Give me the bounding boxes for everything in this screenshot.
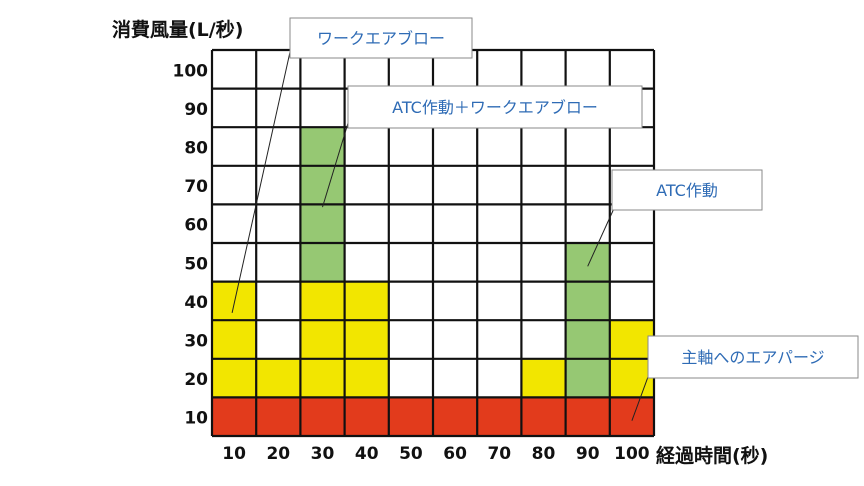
cell-work-air-blow: [609, 358, 654, 398]
cell-spindle-purge: [344, 397, 389, 436]
y-axis-label: 消費風量(L/秒): [112, 18, 243, 41]
cell-spindle-purge: [256, 397, 301, 436]
x-tick-label: 20: [266, 444, 290, 464]
cell-work-air-blow: [212, 358, 257, 398]
cell-spindle-purge: [300, 397, 345, 436]
callout-leader-line: [322, 109, 353, 208]
cell-work-air-blow: [344, 320, 389, 359]
x-tick-label: 70: [487, 444, 511, 464]
y-tick-label: 20: [184, 370, 208, 390]
cell-spindle-purge: [477, 397, 522, 436]
cell-work-air-blow: [212, 320, 257, 359]
cell-work-air-blow: [300, 281, 345, 321]
callout-leader-line: [231, 33, 295, 314]
cell-work-air-blow: [344, 281, 389, 321]
y-tick-label: 30: [184, 332, 208, 352]
cell-work-air-blow: [256, 358, 301, 398]
cell-atc: [565, 243, 610, 282]
x-tick-label: 90: [576, 444, 600, 464]
cell-atc: [565, 320, 610, 359]
cell-work-air-blow: [344, 358, 389, 398]
y-tick-label: 100: [173, 61, 209, 81]
y-tick-label: 10: [184, 409, 208, 429]
cell-work-air-blow: [521, 358, 566, 398]
y-tick-label: 90: [184, 100, 208, 120]
callout-text: 主軸へのエアパージ: [681, 348, 824, 367]
cell-atc: [300, 243, 345, 282]
callout-box: [289, 17, 473, 59]
cells-layer: [212, 127, 654, 436]
callout-box: [647, 335, 859, 379]
ticks: 100 90 80 70 60 50 40 30 20 10 10 20 30 40 50 60 70 80 90 1…: [173, 61, 650, 464]
y-tick-label: 60: [184, 216, 208, 236]
x-tick-label: 60: [443, 444, 467, 464]
callout-leader-line: [587, 203, 617, 267]
cell-work-air-blow: [212, 281, 257, 321]
x-tick-label: 100: [614, 444, 650, 464]
cell-spindle-purge: [609, 397, 654, 436]
x-tick-label: 40: [355, 444, 379, 464]
cell-spindle-purge: [433, 397, 478, 436]
y-tick-label: 40: [184, 293, 208, 313]
x-tick-label: 30: [311, 444, 335, 464]
x-axis-label: 経過時間(秒): [656, 444, 768, 467]
callout-text: ATC作動＋ワークエアブロー: [392, 98, 598, 117]
y-tick-label: 70: [184, 177, 208, 197]
cell-atc: [565, 281, 610, 321]
cell-spindle-purge: [521, 397, 566, 436]
cell-atc: [300, 204, 345, 243]
x-tick-label: 50: [399, 444, 423, 464]
cell-atc: [300, 127, 345, 166]
cell-work-air-blow: [300, 358, 345, 398]
cell-work-air-blow: [609, 320, 654, 359]
x-tick-label: 80: [532, 444, 556, 464]
cell-spindle-purge: [565, 397, 610, 436]
x-tick-label: 10: [222, 444, 246, 464]
y-tick-label: 50: [184, 254, 208, 274]
callout-text: ATC作動: [656, 181, 718, 200]
callout-box: [347, 85, 643, 129]
y-tick-label: 80: [184, 139, 208, 159]
cell-work-air-blow: [300, 320, 345, 359]
callout-text: ワークエアブロー: [317, 29, 445, 48]
callout-box: [611, 169, 763, 211]
cell-atc: [565, 358, 610, 398]
cell-atc: [300, 165, 345, 205]
cell-spindle-purge: [388, 397, 433, 436]
cell-spindle-purge: [212, 397, 257, 436]
